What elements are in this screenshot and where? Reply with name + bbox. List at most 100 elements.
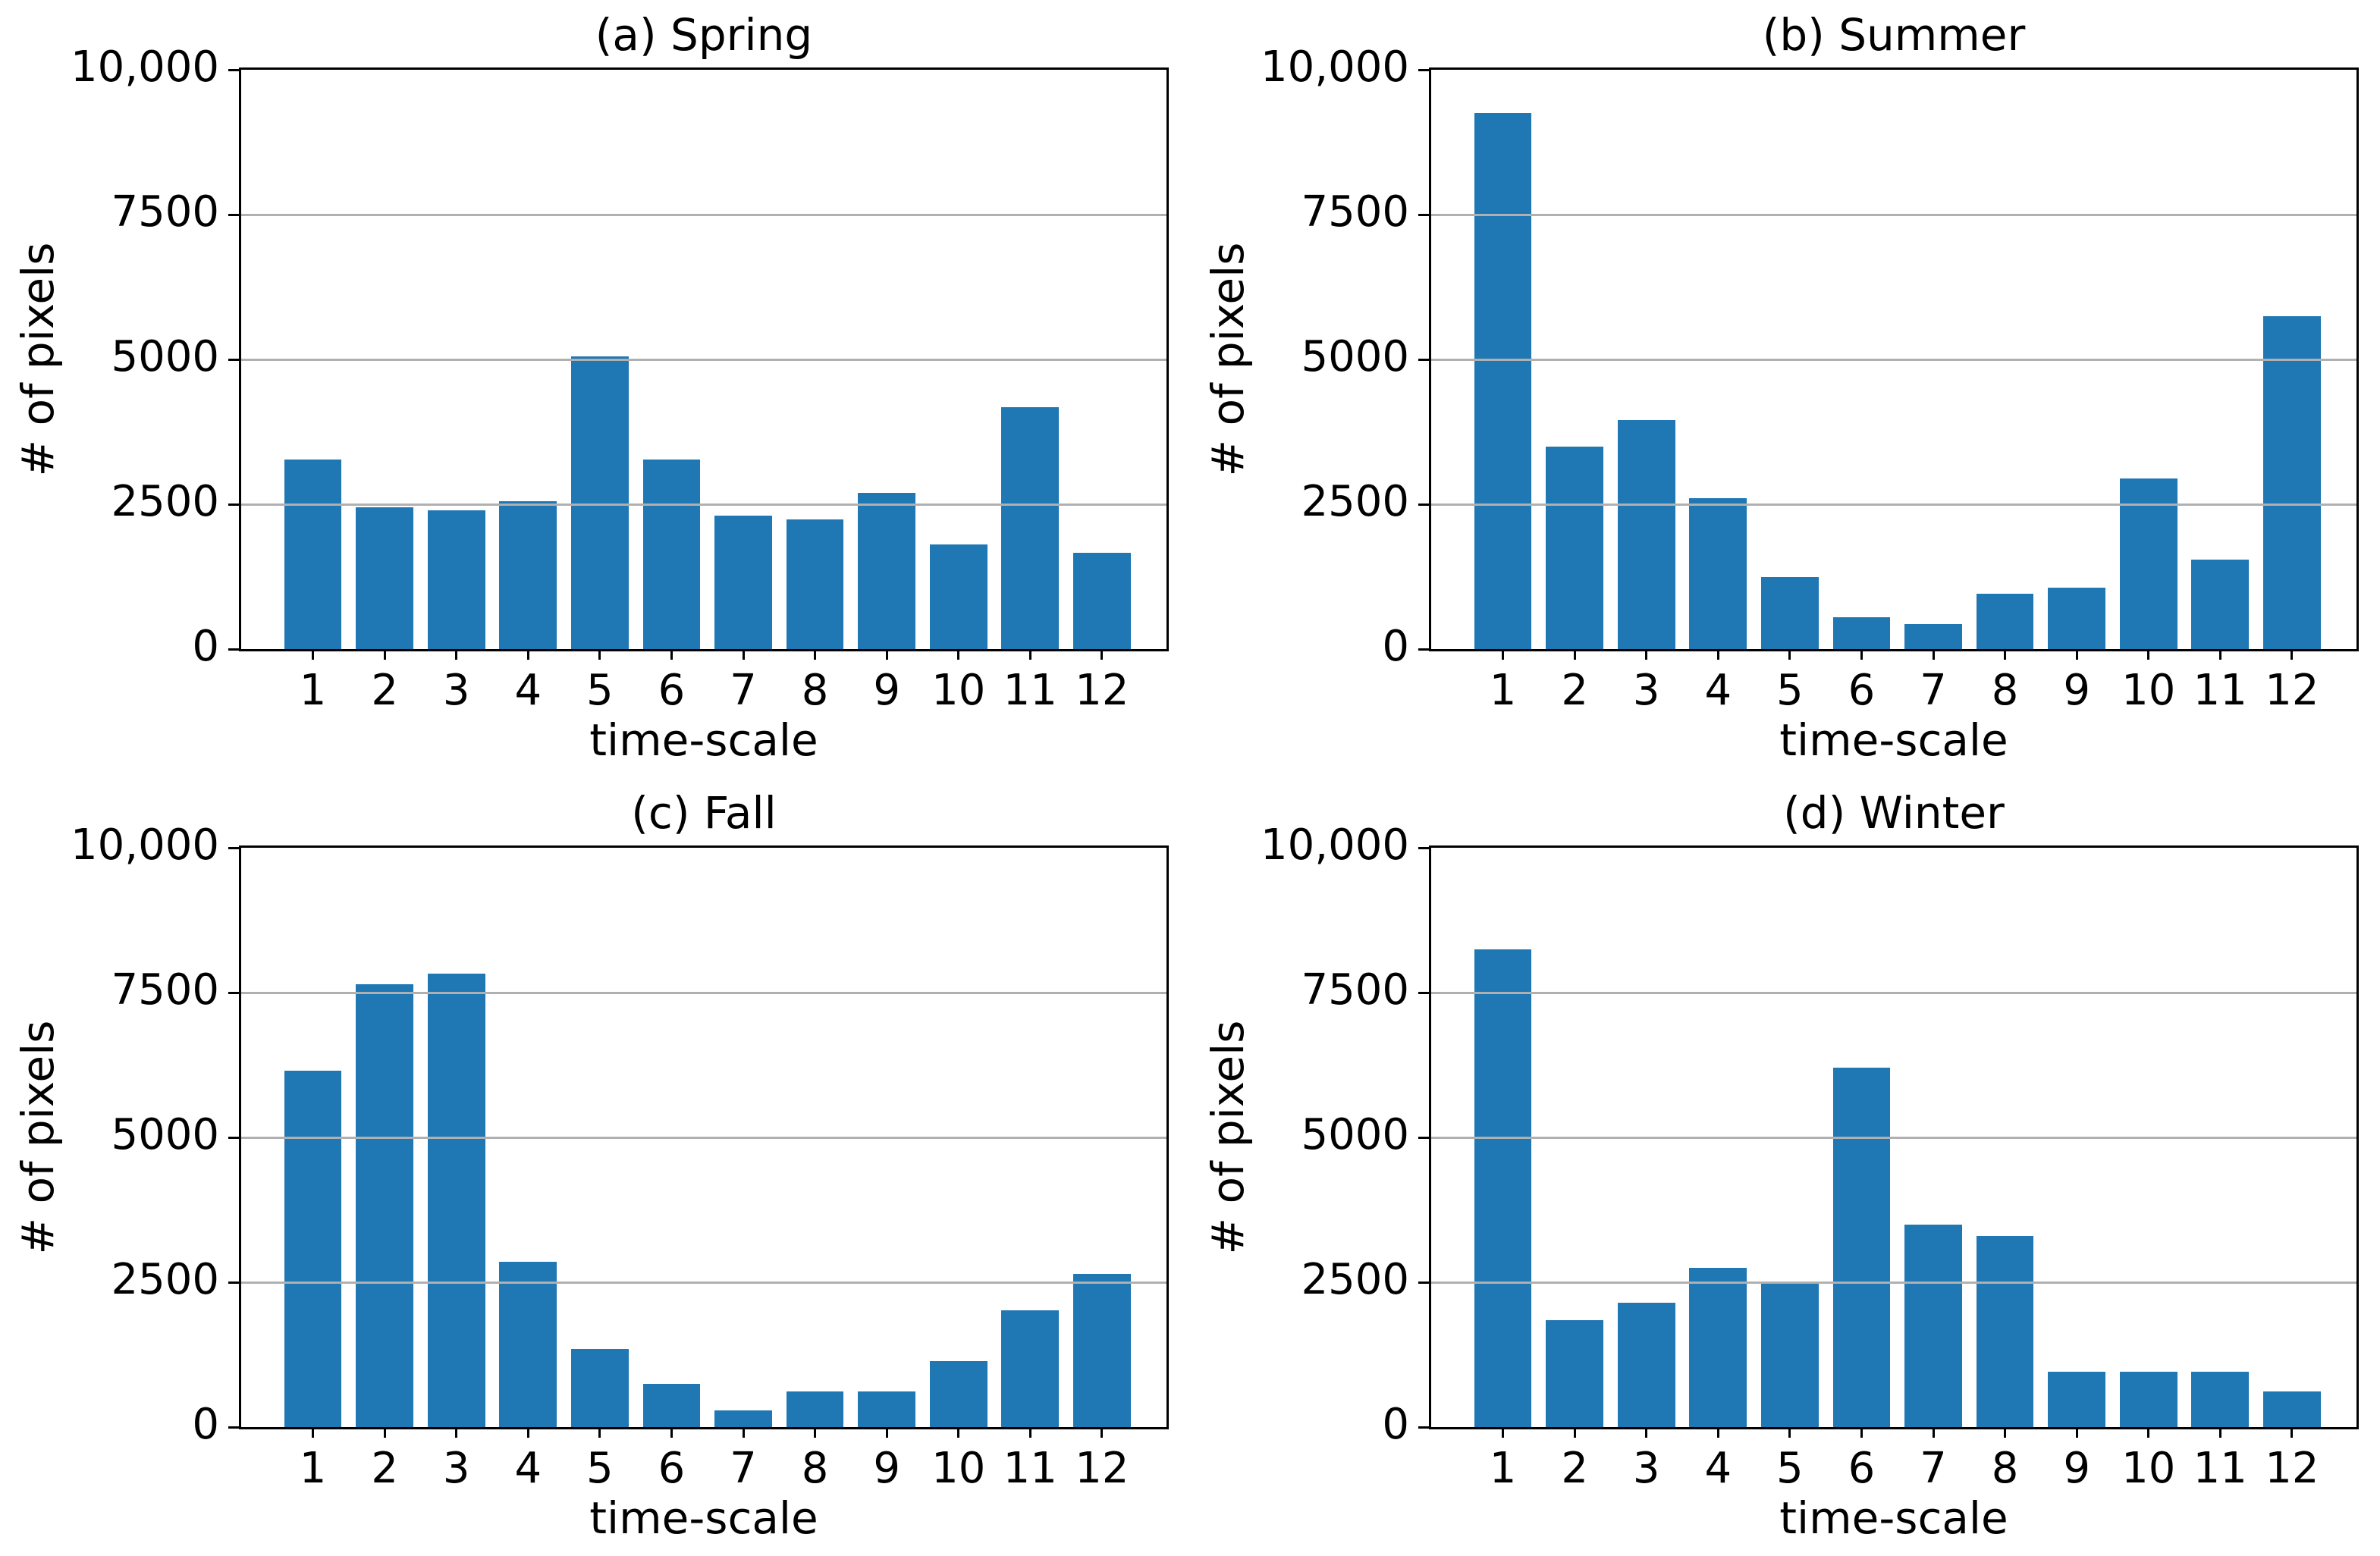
bar-a-2 <box>356 507 413 649</box>
x-tick-2 <box>383 649 386 660</box>
x-tick-label-1: 1 <box>1489 666 1517 715</box>
subplot-b-summer: (b) Summer # of pixels time-scale 0 2500 5000… <box>1190 0 2380 778</box>
gridline-y7500 <box>241 213 1166 216</box>
x-axis-label: time-scale <box>589 1492 818 1544</box>
y-tick-label-7500: 7500 <box>1301 187 1409 237</box>
x-tick-label-12: 12 <box>1075 666 1129 715</box>
x-tick-12 <box>1101 1427 1104 1438</box>
y-tick-label-0: 0 <box>1382 1400 1409 1449</box>
gridline-y5000 <box>1431 1136 2356 1139</box>
bar-c-2 <box>356 983 413 1427</box>
subplot-a-spring: (a) Spring # of pixels time-scale 0 2500 5000… <box>0 0 1190 778</box>
y-tick-label-7500: 7500 <box>111 187 219 237</box>
x-axis-label: time-scale <box>1779 1492 2008 1544</box>
bar-d-1 <box>1474 949 1532 1427</box>
bar-c-5 <box>571 1348 629 1427</box>
y-tick-2500 <box>1418 503 1429 506</box>
x-tick-label-6: 6 <box>1848 666 1876 715</box>
x-tick-4 <box>526 1427 529 1438</box>
y-tick-2500 <box>228 1281 239 1284</box>
x-tick-3 <box>455 1427 458 1438</box>
y-tick-5000 <box>1418 1136 1429 1139</box>
bar-c-7 <box>714 1410 772 1427</box>
x-tick-1 <box>1502 649 1505 660</box>
y-tick-2500 <box>1418 1281 1429 1284</box>
x-tick-6 <box>670 1427 673 1438</box>
gridline-y5000 <box>241 358 1166 361</box>
bar-a-4 <box>499 501 557 649</box>
x-tick-label-11: 11 <box>2193 666 2247 715</box>
bar-d-9 <box>2048 1372 2105 1427</box>
x-tick-label-8: 8 <box>1991 1444 2019 1493</box>
y-tick-2500 <box>228 503 239 506</box>
x-tick-label-2: 2 <box>371 666 398 715</box>
x-tick-9 <box>885 1427 888 1438</box>
bar-b-11 <box>2191 559 2250 649</box>
x-tick-10 <box>2147 649 2150 660</box>
gridline-y5000 <box>1431 358 2356 361</box>
y-tick-5000 <box>1418 358 1429 361</box>
bar-d-7 <box>1904 1224 1962 1427</box>
bar-a-9 <box>858 492 915 649</box>
x-tick-5 <box>598 1427 601 1438</box>
x-tick-2 <box>1573 649 1576 660</box>
bar-c-3 <box>427 973 485 1427</box>
bar-c-1 <box>284 1071 342 1427</box>
bar-d-11 <box>2191 1372 2250 1427</box>
x-tick-label-2: 2 <box>1561 1444 1588 1493</box>
x-tick-label-4: 4 <box>1704 1444 1732 1493</box>
x-tick-label-11: 11 <box>1003 1444 1057 1493</box>
bar-a-10 <box>929 544 987 649</box>
x-tick-label-3: 3 <box>442 666 470 715</box>
x-tick-label-6: 6 <box>1848 1444 1876 1493</box>
y-tick-7500 <box>228 991 239 994</box>
bar-b-8 <box>1976 594 2034 649</box>
x-tick-label-2: 2 <box>1561 666 1588 715</box>
bar-b-5 <box>1761 576 1819 649</box>
x-tick-label-4: 4 <box>1704 666 1732 715</box>
x-tick-label-12: 12 <box>1075 1444 1129 1493</box>
x-tick-label-12: 12 <box>2265 1444 2319 1493</box>
y-tick-label-2500: 2500 <box>1301 477 1409 526</box>
x-tick-5 <box>1788 649 1791 660</box>
bar-b-12 <box>2263 315 2321 649</box>
x-tick-label-5: 5 <box>586 1444 614 1493</box>
subplot-c-fall: (c) Fall # of pixels time-scale 0 2500 5000 75… <box>0 778 1190 1556</box>
x-tick-10 <box>957 1427 960 1438</box>
x-tick-6 <box>1860 1427 1863 1438</box>
x-tick-11 <box>2218 1427 2221 1438</box>
gridline-y2500 <box>241 1281 1166 1284</box>
gridline-y2500 <box>1431 1281 2356 1284</box>
bar-a-6 <box>642 460 701 649</box>
x-tick-label-9: 9 <box>2063 1444 2090 1493</box>
x-tick-label-10: 10 <box>931 1444 986 1493</box>
x-tick-4 <box>1716 649 1719 660</box>
x-tick-9 <box>2075 649 2078 660</box>
gridline-y5000 <box>241 1136 1166 1139</box>
x-tick-label-9: 9 <box>2063 666 2090 715</box>
x-tick-5 <box>598 649 601 660</box>
y-tick-label-10000: 10,000 <box>1261 820 1409 870</box>
x-tick-label-10: 10 <box>2121 1444 2176 1493</box>
x-tick-12 <box>1101 649 1104 660</box>
y-tick-0 <box>228 1426 239 1429</box>
bar-b-7 <box>1904 624 1962 649</box>
x-tick-3 <box>1645 649 1648 660</box>
x-tick-label-5: 5 <box>586 666 614 715</box>
x-tick-9 <box>2075 1427 2078 1438</box>
gridline-y2500 <box>241 503 1166 506</box>
x-tick-label-8: 8 <box>1991 666 2019 715</box>
x-tick-7 <box>1932 649 1935 660</box>
bar-c-6 <box>642 1383 701 1427</box>
bar-d-2 <box>1546 1319 1603 1427</box>
x-tick-label-2: 2 <box>371 1444 398 1493</box>
x-tick-label-9: 9 <box>873 1444 900 1493</box>
y-tick-label-10000: 10,000 <box>71 820 219 870</box>
bar-c-11 <box>1001 1310 1060 1427</box>
gridline-y7500 <box>241 991 1166 994</box>
bar-d-4 <box>1689 1267 1747 1427</box>
x-tick-2 <box>383 1427 386 1438</box>
plot-area-b <box>1429 67 2359 651</box>
y-tick-7500 <box>1418 213 1429 216</box>
